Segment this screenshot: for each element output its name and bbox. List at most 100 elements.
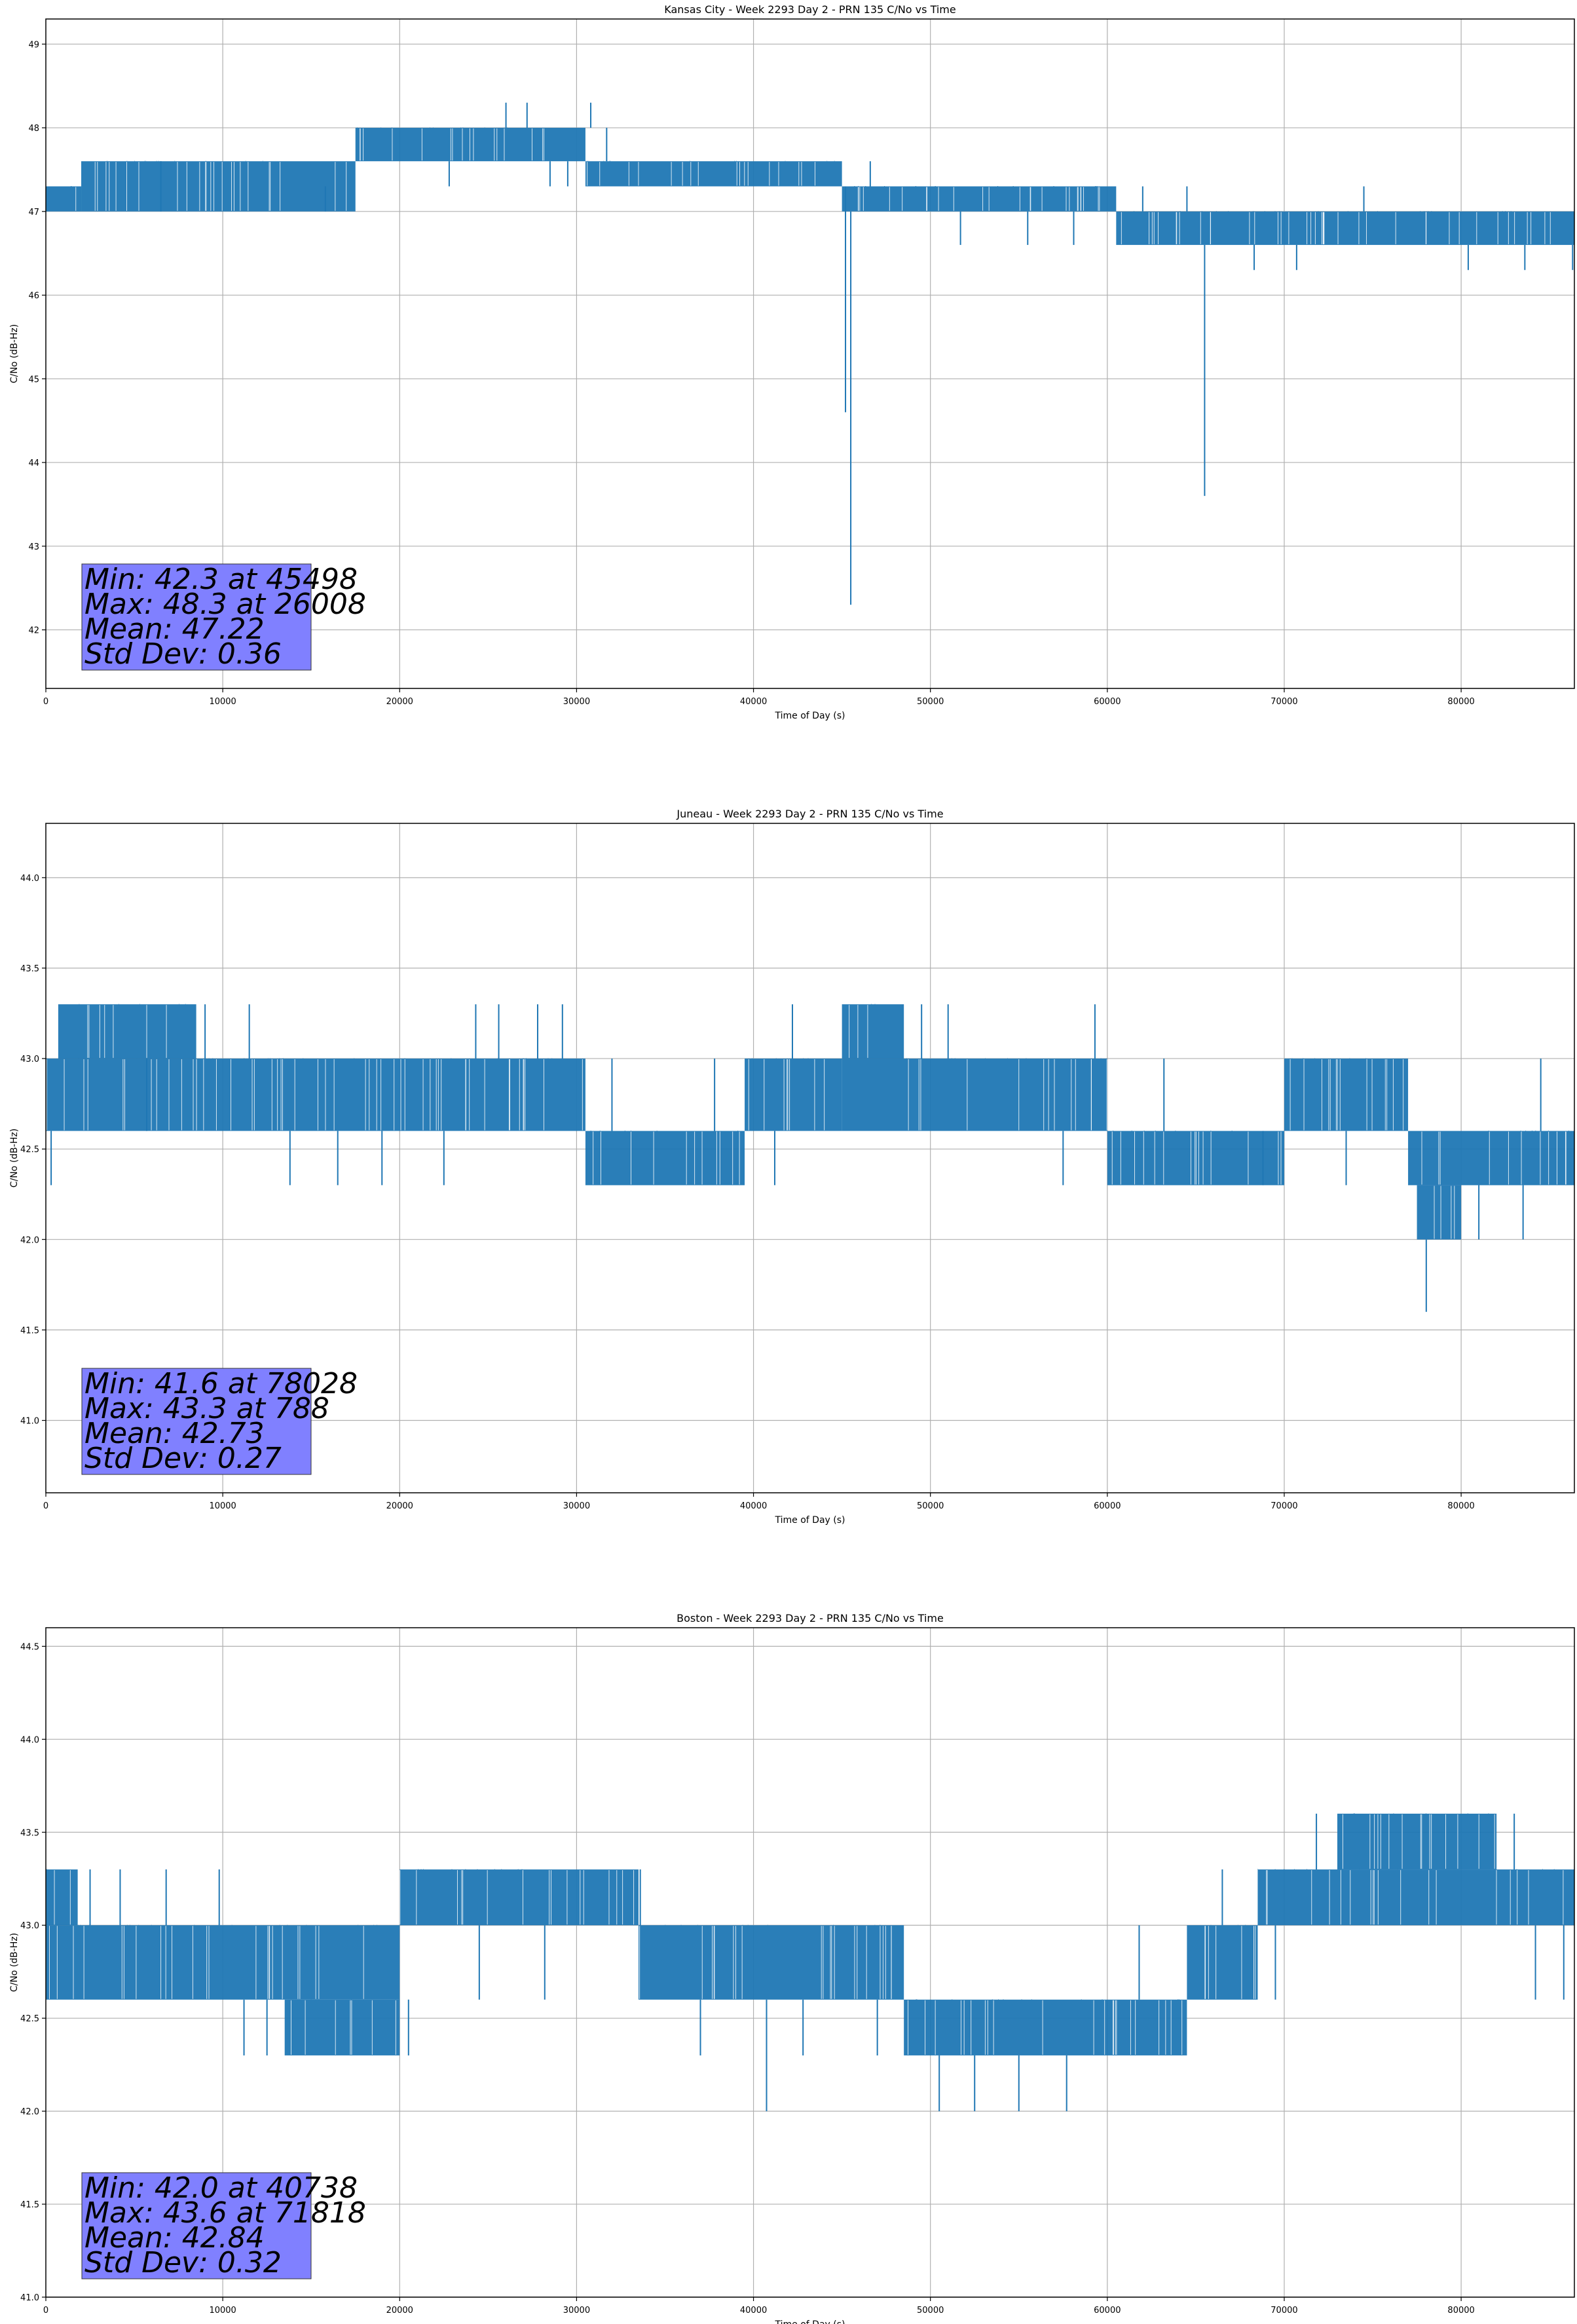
chart-title: Boston - Week 2293 Day 2 - PRN 135 C/No … [677,1612,944,1624]
x-tick-label: 70000 [1271,697,1297,707]
x-axis-label: Time of Day (s) [775,711,845,721]
stats-line: Mean: 42.73 [84,1417,265,1450]
x-tick-label: 30000 [563,1501,590,1511]
series-band [585,1131,745,1186]
axes-frame [45,1627,1575,2298]
y-tick-label: 42.5 [20,2014,39,2024]
x-tick-label: 60000 [1094,2306,1121,2315]
y-axis-label: C/No (dB-Hz) [9,1933,20,1992]
series-band [745,1059,842,1131]
series-band [355,128,585,162]
x-tick-label: 40000 [740,697,767,707]
y-tick-label: 42.0 [20,2107,39,2117]
series-band [81,161,356,212]
stats-line: Std Dev: 0.27 [84,1442,282,1475]
y-tick-label: 46 [28,291,39,301]
chart-panel-3: 0 10000 20000 30000 40000 50000 60000 70000 8000… [9,1612,1575,2324]
y-tick-label: 44.5 [20,1642,39,1652]
x-axis-label: Time of Day (s) [775,1515,845,1526]
y-tick-label: 44.0 [20,874,39,884]
series-band [1116,211,1574,245]
series-band [585,161,842,187]
x-tick-label: 10000 [209,697,236,707]
series-band [46,1925,400,2000]
x-tick-label: 40000 [740,2306,767,2315]
y-tick-label: 43.5 [20,1828,39,1838]
y-tick-label: 44.0 [20,1735,39,1745]
y-tick-label: 41.0 [20,2293,39,2303]
stats-line: Max: 43.3 at 788 [84,1392,329,1425]
series-band [638,1925,904,2000]
y-tick-label: 44 [28,459,39,468]
x-tick-label: 70000 [1271,1501,1297,1511]
x-tick-label: 20000 [386,2306,413,2315]
x-tick-label: 80000 [1447,1501,1474,1511]
y-tick-label: 43.0 [20,1055,39,1064]
series-band [904,1999,1187,2055]
x-tick-label: 10000 [209,2306,236,2315]
chart-title: Juneau - Week 2293 Day 2 - PRN 135 C/No … [676,808,943,820]
x-tick-label: 70000 [1271,2306,1297,2315]
y-tick-label: 41.5 [20,2200,39,2210]
x-tick-label: 0 [43,697,48,707]
stats-line: Min: 42.3 at 45498 [84,563,358,596]
y-tick-label: 45 [28,375,39,384]
stats-line: Std Dev: 0.32 [84,2246,282,2279]
series-group [46,1003,1574,1312]
series-band [1408,1131,1574,1186]
x-tick-label: 20000 [386,1501,413,1511]
series-band [399,1869,639,1926]
y-tick-label: 41.5 [20,1326,39,1336]
series-band [1337,1813,1497,1870]
chart-title: Kansas City - Week 2293 Day 2 - PRN 135 … [664,3,955,16]
x-tick-label: 50000 [917,1501,944,1511]
y-axis-label: C/No (dB-Hz) [9,324,20,383]
stats-line: Max: 48.3 at 26008 [84,588,366,621]
series-band [1257,1869,1574,1926]
axes-frame [45,823,1575,1493]
chart-panel-2: 0 10000 20000 30000 40000 50000 60000 70000 8000… [9,808,1575,1526]
stats-line: Min: 42.0 at 40738 [84,2171,358,2205]
x-tick-label: 50000 [917,697,944,707]
y-axis-label: C/No (dB-Hz) [9,1129,20,1188]
x-tick-label: 80000 [1447,2306,1474,2315]
x-tick-label: 20000 [386,697,413,707]
stats-line: Min: 41.6 at 78028 [84,1367,358,1400]
y-tick-label: 49 [28,40,39,50]
series-band [1107,1131,1284,1186]
stats-line: Std Dev: 0.36 [84,637,282,671]
series-band [842,1059,1107,1131]
series-band [1284,1059,1409,1131]
y-tick-label: 42 [28,626,39,636]
y-tick-label: 42.5 [20,1145,39,1155]
x-tick-label: 40000 [740,1501,767,1511]
series-band [284,1999,400,2055]
x-tick-label: 30000 [563,2306,590,2315]
stats-line: Mean: 42.84 [84,2221,265,2255]
chart-panel-1: 0 10000 20000 30000 40000 50000 60000 70000 8000… [9,3,1575,721]
series-band [842,1004,904,1059]
series-group [46,1813,1574,2112]
x-tick-label: 10000 [209,1501,236,1511]
axes-frame [45,18,1575,689]
series-band [196,1059,585,1131]
x-tick-label: 0 [43,1501,48,1511]
series-band [58,1004,196,1059]
series-band [46,1059,196,1131]
y-tick-label: 41.0 [20,1417,39,1427]
x-tick-label: 0 [43,2306,48,2315]
stats-line: Max: 43.6 at 71818 [84,2196,366,2230]
x-tick-label: 60000 [1094,1501,1121,1511]
stats-box [81,563,312,671]
y-tick-label: 43.5 [20,964,39,974]
y-tick-label: 47 [28,208,39,217]
stats-box [81,2172,312,2279]
y-tick-label: 42.0 [20,1235,39,1245]
y-tick-label: 48 [28,124,39,134]
series-band [46,1869,78,1926]
stats-line: Mean: 47.22 [84,612,265,646]
y-tick-label: 43 [28,542,39,552]
series-band [46,186,82,212]
stats-box [81,1368,312,1475]
